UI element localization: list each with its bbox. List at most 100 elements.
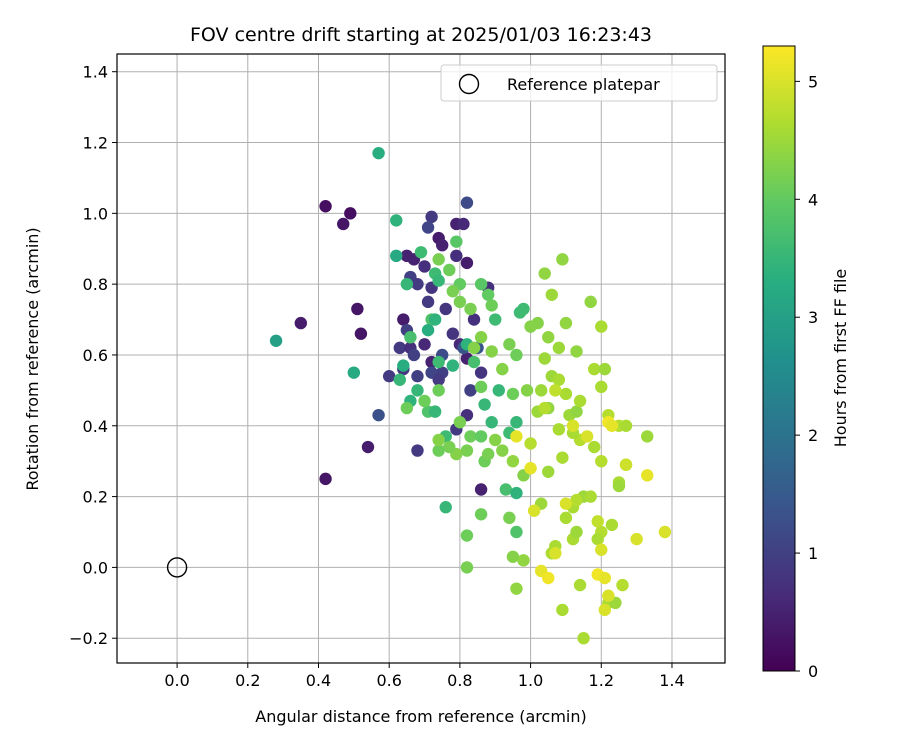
data-point [397, 313, 410, 326]
data-point [556, 451, 569, 464]
data-point [436, 238, 449, 252]
data-point [552, 423, 566, 436]
data-point [506, 454, 520, 468]
legend-box [440, 64, 718, 102]
data-point [595, 543, 608, 556]
data-point [443, 263, 456, 277]
data-point [432, 433, 445, 447]
data-point [337, 217, 350, 231]
data-point [573, 394, 587, 408]
data-point [566, 419, 580, 432]
data-point [453, 295, 467, 309]
data-point [595, 380, 608, 394]
scatter-points [269, 146, 672, 645]
data-point [573, 578, 587, 592]
data-point [570, 493, 583, 507]
y-tick-label: 0.8 [83, 275, 108, 294]
y-tick-label: 0.4 [83, 417, 108, 436]
data-point [421, 323, 435, 337]
data-point [460, 256, 474, 270]
chart-title: FOV centre drift starting at 2025/01/03 … [190, 24, 652, 46]
data-point [418, 338, 431, 351]
data-point [460, 561, 474, 574]
data-point [446, 285, 460, 298]
colorbar-tick-label: 5 [808, 72, 818, 91]
data-point [390, 249, 403, 263]
data-point [510, 348, 523, 362]
data-point [510, 486, 523, 500]
data-point [570, 525, 583, 539]
data-point [549, 547, 562, 560]
data-point [460, 196, 474, 209]
data-point [591, 532, 604, 546]
colorbar-label: Hours from first FF file [831, 269, 850, 448]
data-point [503, 338, 516, 351]
data-point [510, 525, 523, 539]
data-point [545, 288, 558, 301]
legend-reference-marker [458, 73, 480, 95]
grid [117, 54, 725, 663]
data-point [520, 384, 534, 397]
data-point [439, 302, 452, 316]
data-point [559, 387, 573, 401]
data-point [354, 327, 368, 340]
data-point [506, 387, 520, 401]
data-point [421, 221, 435, 234]
data-point [361, 440, 375, 454]
data-point [517, 302, 530, 316]
data-point [591, 515, 604, 528]
data-point [619, 419, 633, 432]
y-tick-label: 0.0 [83, 558, 108, 577]
data-point [552, 341, 566, 355]
x-axis-ticks: 0.0 0.2 0.4 0.6 0.8 1.0 1.2 1.4 [164, 663, 685, 690]
data-point [418, 260, 431, 273]
y-tick-label: 0.6 [83, 346, 108, 365]
data-point [517, 554, 530, 567]
y-tick-label: 1.2 [83, 134, 108, 153]
data-point [481, 447, 495, 461]
x-tick-label: 1.0 [518, 671, 543, 690]
data-point [584, 295, 597, 309]
colorbar: 0 1 2 3 4 5 Hours from first FF file [762, 45, 850, 681]
data-point [641, 430, 654, 443]
data-point [467, 341, 481, 355]
data-point [556, 253, 569, 266]
x-tick-label: 0.8 [447, 671, 472, 690]
y-tick-label: 1.0 [83, 204, 108, 223]
data-point [404, 331, 417, 344]
data-point [421, 295, 435, 309]
data-point [446, 327, 460, 340]
data-point [414, 246, 428, 259]
data-point [397, 359, 410, 372]
data-point [496, 362, 509, 376]
reference-platepar-marker [166, 557, 188, 578]
data-point [570, 345, 583, 358]
data-point [658, 525, 672, 539]
data-point [538, 267, 551, 280]
data-point [467, 355, 481, 369]
data-point [425, 210, 438, 224]
data-point [411, 444, 424, 457]
data-point [538, 352, 551, 365]
data-point [319, 472, 332, 486]
data-point [485, 299, 498, 312]
data-point [559, 497, 573, 510]
data-point [612, 479, 626, 493]
data-point [510, 582, 523, 595]
data-point [584, 490, 597, 503]
data-point [474, 331, 488, 344]
x-tick-label: 0.4 [306, 671, 331, 690]
data-point [577, 632, 590, 645]
data-point [474, 380, 488, 394]
plot-frame [116, 53, 726, 664]
data-point [407, 348, 421, 362]
y-tick-label: −0.2 [69, 629, 108, 648]
data-point [460, 529, 474, 542]
data-point [588, 362, 601, 376]
data-point [598, 603, 612, 617]
data-point [510, 430, 523, 443]
data-point [559, 511, 573, 525]
data-point [524, 462, 537, 475]
data-point [474, 430, 488, 443]
